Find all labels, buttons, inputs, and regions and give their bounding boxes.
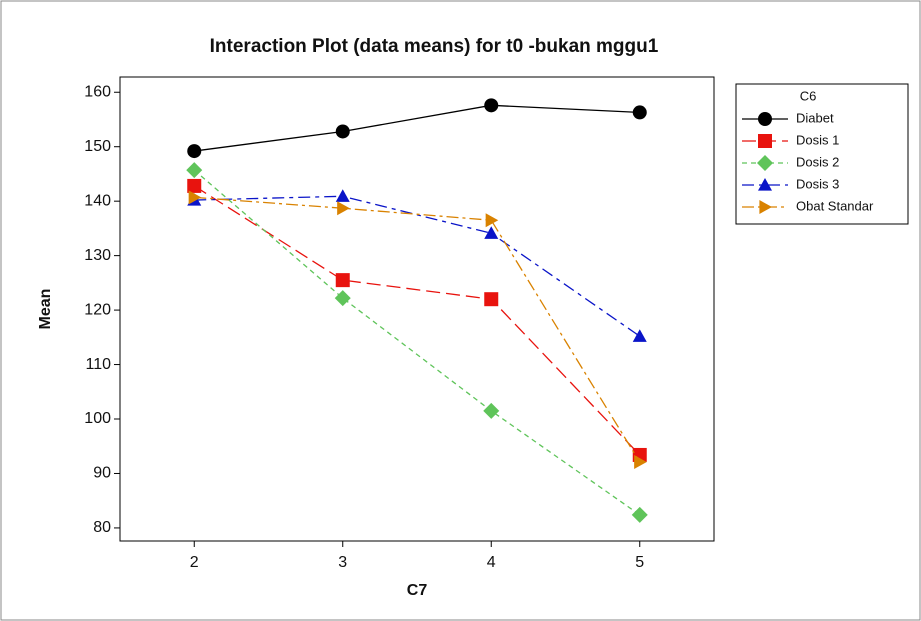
marker bbox=[484, 226, 499, 239]
marker bbox=[634, 455, 647, 470]
marker bbox=[484, 292, 499, 307]
legend-label: Obat Standar bbox=[796, 198, 874, 213]
legend-marker bbox=[758, 112, 772, 126]
chart-title: Interaction Plot (data means) for t0 -bu… bbox=[210, 36, 659, 57]
y-tick-label: 160 bbox=[84, 83, 111, 100]
y-tick-label: 150 bbox=[84, 138, 111, 155]
marker bbox=[632, 329, 647, 342]
y-tick-label: 140 bbox=[84, 192, 111, 209]
marker bbox=[335, 189, 350, 202]
marker bbox=[187, 178, 202, 193]
x-tick-label: 2 bbox=[190, 554, 199, 571]
marker bbox=[337, 201, 350, 216]
legend-box bbox=[735, 83, 909, 225]
marker bbox=[483, 402, 500, 419]
y-tick-label: 80 bbox=[93, 519, 111, 536]
legend-marker bbox=[757, 155, 773, 171]
series-line bbox=[193, 185, 641, 456]
marker bbox=[186, 162, 203, 179]
legend-marker bbox=[759, 200, 772, 214]
marker bbox=[631, 506, 648, 523]
series-line bbox=[193, 169, 641, 516]
legend-title: C6 bbox=[800, 88, 817, 103]
x-tick-label: 5 bbox=[635, 554, 644, 571]
marker bbox=[187, 144, 202, 159]
legend-label: Dosis 1 bbox=[796, 132, 839, 147]
legend-marker bbox=[758, 134, 772, 148]
marker bbox=[335, 273, 350, 288]
marker bbox=[188, 190, 202, 205]
x-tick-label: 4 bbox=[487, 554, 496, 571]
legend-label: Dosis 2 bbox=[796, 154, 839, 169]
x-axis-label: C7 bbox=[407, 582, 428, 599]
y-tick-label: 130 bbox=[84, 247, 111, 264]
marker bbox=[485, 213, 499, 228]
marker bbox=[632, 105, 647, 120]
y-tick-label: 100 bbox=[84, 410, 111, 427]
marker bbox=[335, 124, 350, 139]
marker bbox=[334, 290, 351, 307]
series-line bbox=[194, 196, 641, 463]
y-tick-label: 90 bbox=[93, 465, 111, 482]
legend-label: Diabet bbox=[796, 110, 834, 125]
series-line bbox=[194, 104, 640, 152]
marker bbox=[484, 98, 499, 113]
plot-frame bbox=[119, 76, 715, 542]
legend-label: Dosis 3 bbox=[796, 176, 839, 191]
y-tick-label: 120 bbox=[84, 301, 111, 318]
x-tick-label: 3 bbox=[338, 554, 347, 571]
legend-marker bbox=[758, 178, 772, 191]
y-axis-label: Mean bbox=[37, 289, 54, 330]
y-tick-label: 110 bbox=[85, 356, 111, 373]
